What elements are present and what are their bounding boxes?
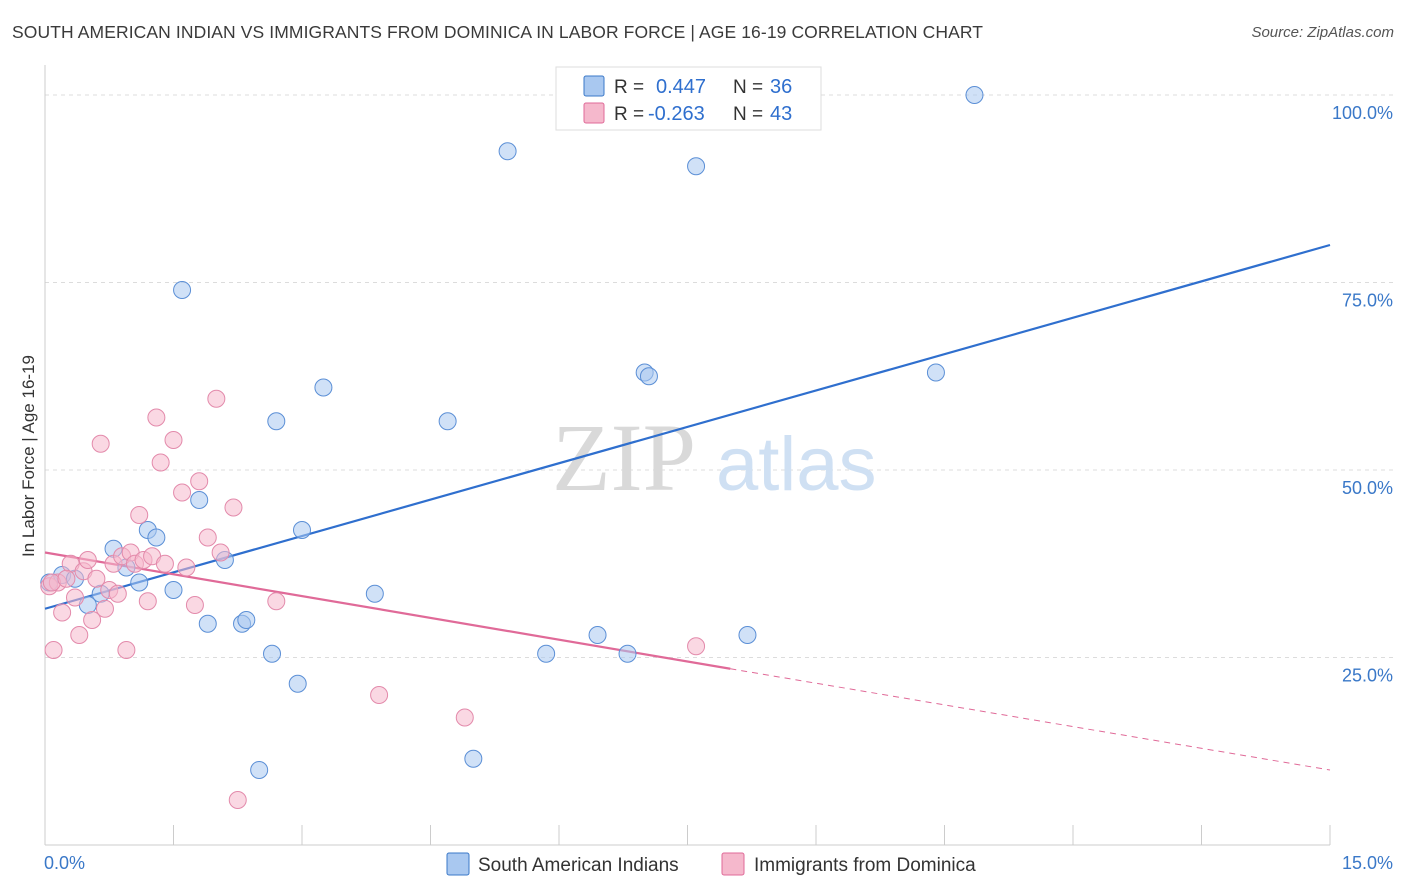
series-legend: South American Indians Immigrants from D… <box>446 852 976 876</box>
point-pink-11 <box>91 434 110 453</box>
point-blue-31 <box>639 367 658 386</box>
legend-swatch-pink <box>583 102 605 124</box>
correlation-legend: R = 0.447 N = 36 R = -0.263 N = 43 <box>555 66 822 131</box>
y-tick-label: 100.0% <box>1332 103 1393 123</box>
point-pink-36 <box>228 791 247 809</box>
legend-n-value-blue: 36 <box>770 76 792 98</box>
point-pink-42 <box>57 569 76 588</box>
point-blue-25 <box>464 749 483 768</box>
y-tick-label: 75.0% <box>1342 291 1393 311</box>
legend-r-label-pink: R = <box>614 104 644 125</box>
point-pink-6 <box>70 626 89 644</box>
point-pink-20 <box>130 506 149 524</box>
series-swatch-pink <box>721 852 745 876</box>
point-pink-17 <box>117 641 136 659</box>
point-blue-29 <box>618 644 637 663</box>
trend-line-pink-dashed <box>730 668 1331 771</box>
x-tick-label-min: 0.0% <box>44 853 85 873</box>
legend-r-value-pink: -0.263 <box>648 103 705 125</box>
point-blue-18 <box>263 644 282 663</box>
point-pink-31 <box>190 472 209 491</box>
point-pink-3 <box>53 603 72 622</box>
point-blue-19 <box>267 412 286 431</box>
series-swatch-blue <box>446 852 470 876</box>
point-blue-35 <box>965 86 984 104</box>
point-pink-30 <box>185 596 204 614</box>
point-blue-10 <box>164 581 183 599</box>
point-blue-27 <box>537 644 556 663</box>
data-points <box>40 86 984 809</box>
point-pink-9 <box>83 611 102 629</box>
source-credit: Source: ZipAtlas.com <box>1251 24 1394 41</box>
legend-n-label-blue: N = <box>733 77 763 98</box>
point-blue-11 <box>173 281 192 299</box>
legend-n-value-pink: 43 <box>770 103 792 125</box>
point-blue-12 <box>190 491 209 509</box>
point-pink-37 <box>267 592 286 611</box>
point-blue-20 <box>288 674 307 693</box>
point-blue-9 <box>147 528 166 547</box>
point-pink-38 <box>370 686 389 704</box>
point-pink-32 <box>198 528 217 547</box>
point-blue-34 <box>926 363 945 382</box>
y-axis-title: In Labor Force | Age 16-19 <box>19 355 38 557</box>
watermark-zip: ZIP <box>552 404 696 511</box>
point-pink-35 <box>224 498 243 517</box>
point-pink-12 <box>95 599 114 618</box>
point-blue-33 <box>738 626 757 644</box>
point-blue-22 <box>314 378 333 397</box>
chart-title: SOUTH AMERICAN INDIAN VS IMMIGRANTS FROM… <box>12 22 984 42</box>
point-pink-15 <box>108 584 127 603</box>
point-blue-7 <box>130 573 149 592</box>
point-pink-22 <box>138 592 157 611</box>
point-blue-17 <box>250 761 269 779</box>
point-blue-26 <box>498 142 517 161</box>
trend-line-blue <box>44 243 1331 610</box>
grid-lines <box>45 94 1395 658</box>
y-tick-label: 25.0% <box>1342 666 1393 686</box>
legend-r-label-blue: R = <box>614 77 644 98</box>
x-tick-label-max: 15.0% <box>1342 853 1393 873</box>
point-pink-29 <box>177 558 196 577</box>
point-blue-21 <box>293 521 311 539</box>
point-pink-25 <box>151 453 170 472</box>
point-blue-32 <box>687 157 706 176</box>
point-pink-27 <box>164 431 183 449</box>
point-pink-1 <box>44 641 63 659</box>
point-pink-5 <box>65 588 84 607</box>
point-pink-40 <box>687 637 706 656</box>
y-tick-labels: 25.0% 50.0% 75.0% 100.0% <box>1332 103 1393 686</box>
point-blue-24 <box>438 412 457 431</box>
point-pink-24 <box>147 408 166 427</box>
legend-n-label-pink: N = <box>733 104 763 125</box>
legend-r-value-blue: 0.447 <box>656 76 706 98</box>
series-label-blue: South American Indians <box>478 855 679 876</box>
point-pink-28 <box>173 483 192 502</box>
y-tick-label: 50.0% <box>1342 478 1393 498</box>
legend-swatch-blue <box>583 75 605 97</box>
point-pink-10 <box>87 569 106 588</box>
trend-lines <box>44 243 1331 771</box>
point-pink-34 <box>211 543 230 562</box>
point-blue-23 <box>365 584 384 603</box>
watermark-atlas: atlas <box>716 422 877 507</box>
axes <box>44 65 1331 846</box>
point-blue-13 <box>198 614 217 633</box>
point-pink-39 <box>455 708 474 727</box>
point-pink-8 <box>78 551 97 569</box>
trend-line-pink <box>44 551 731 670</box>
point-pink-33 <box>207 389 226 408</box>
point-pink-26 <box>155 554 174 573</box>
x-tick-labels: 0.0% 15.0% <box>44 853 1393 873</box>
point-blue-16 <box>237 611 256 629</box>
point-blue-28 <box>588 626 607 644</box>
series-label-pink: Immigrants from Dominica <box>754 855 976 876</box>
